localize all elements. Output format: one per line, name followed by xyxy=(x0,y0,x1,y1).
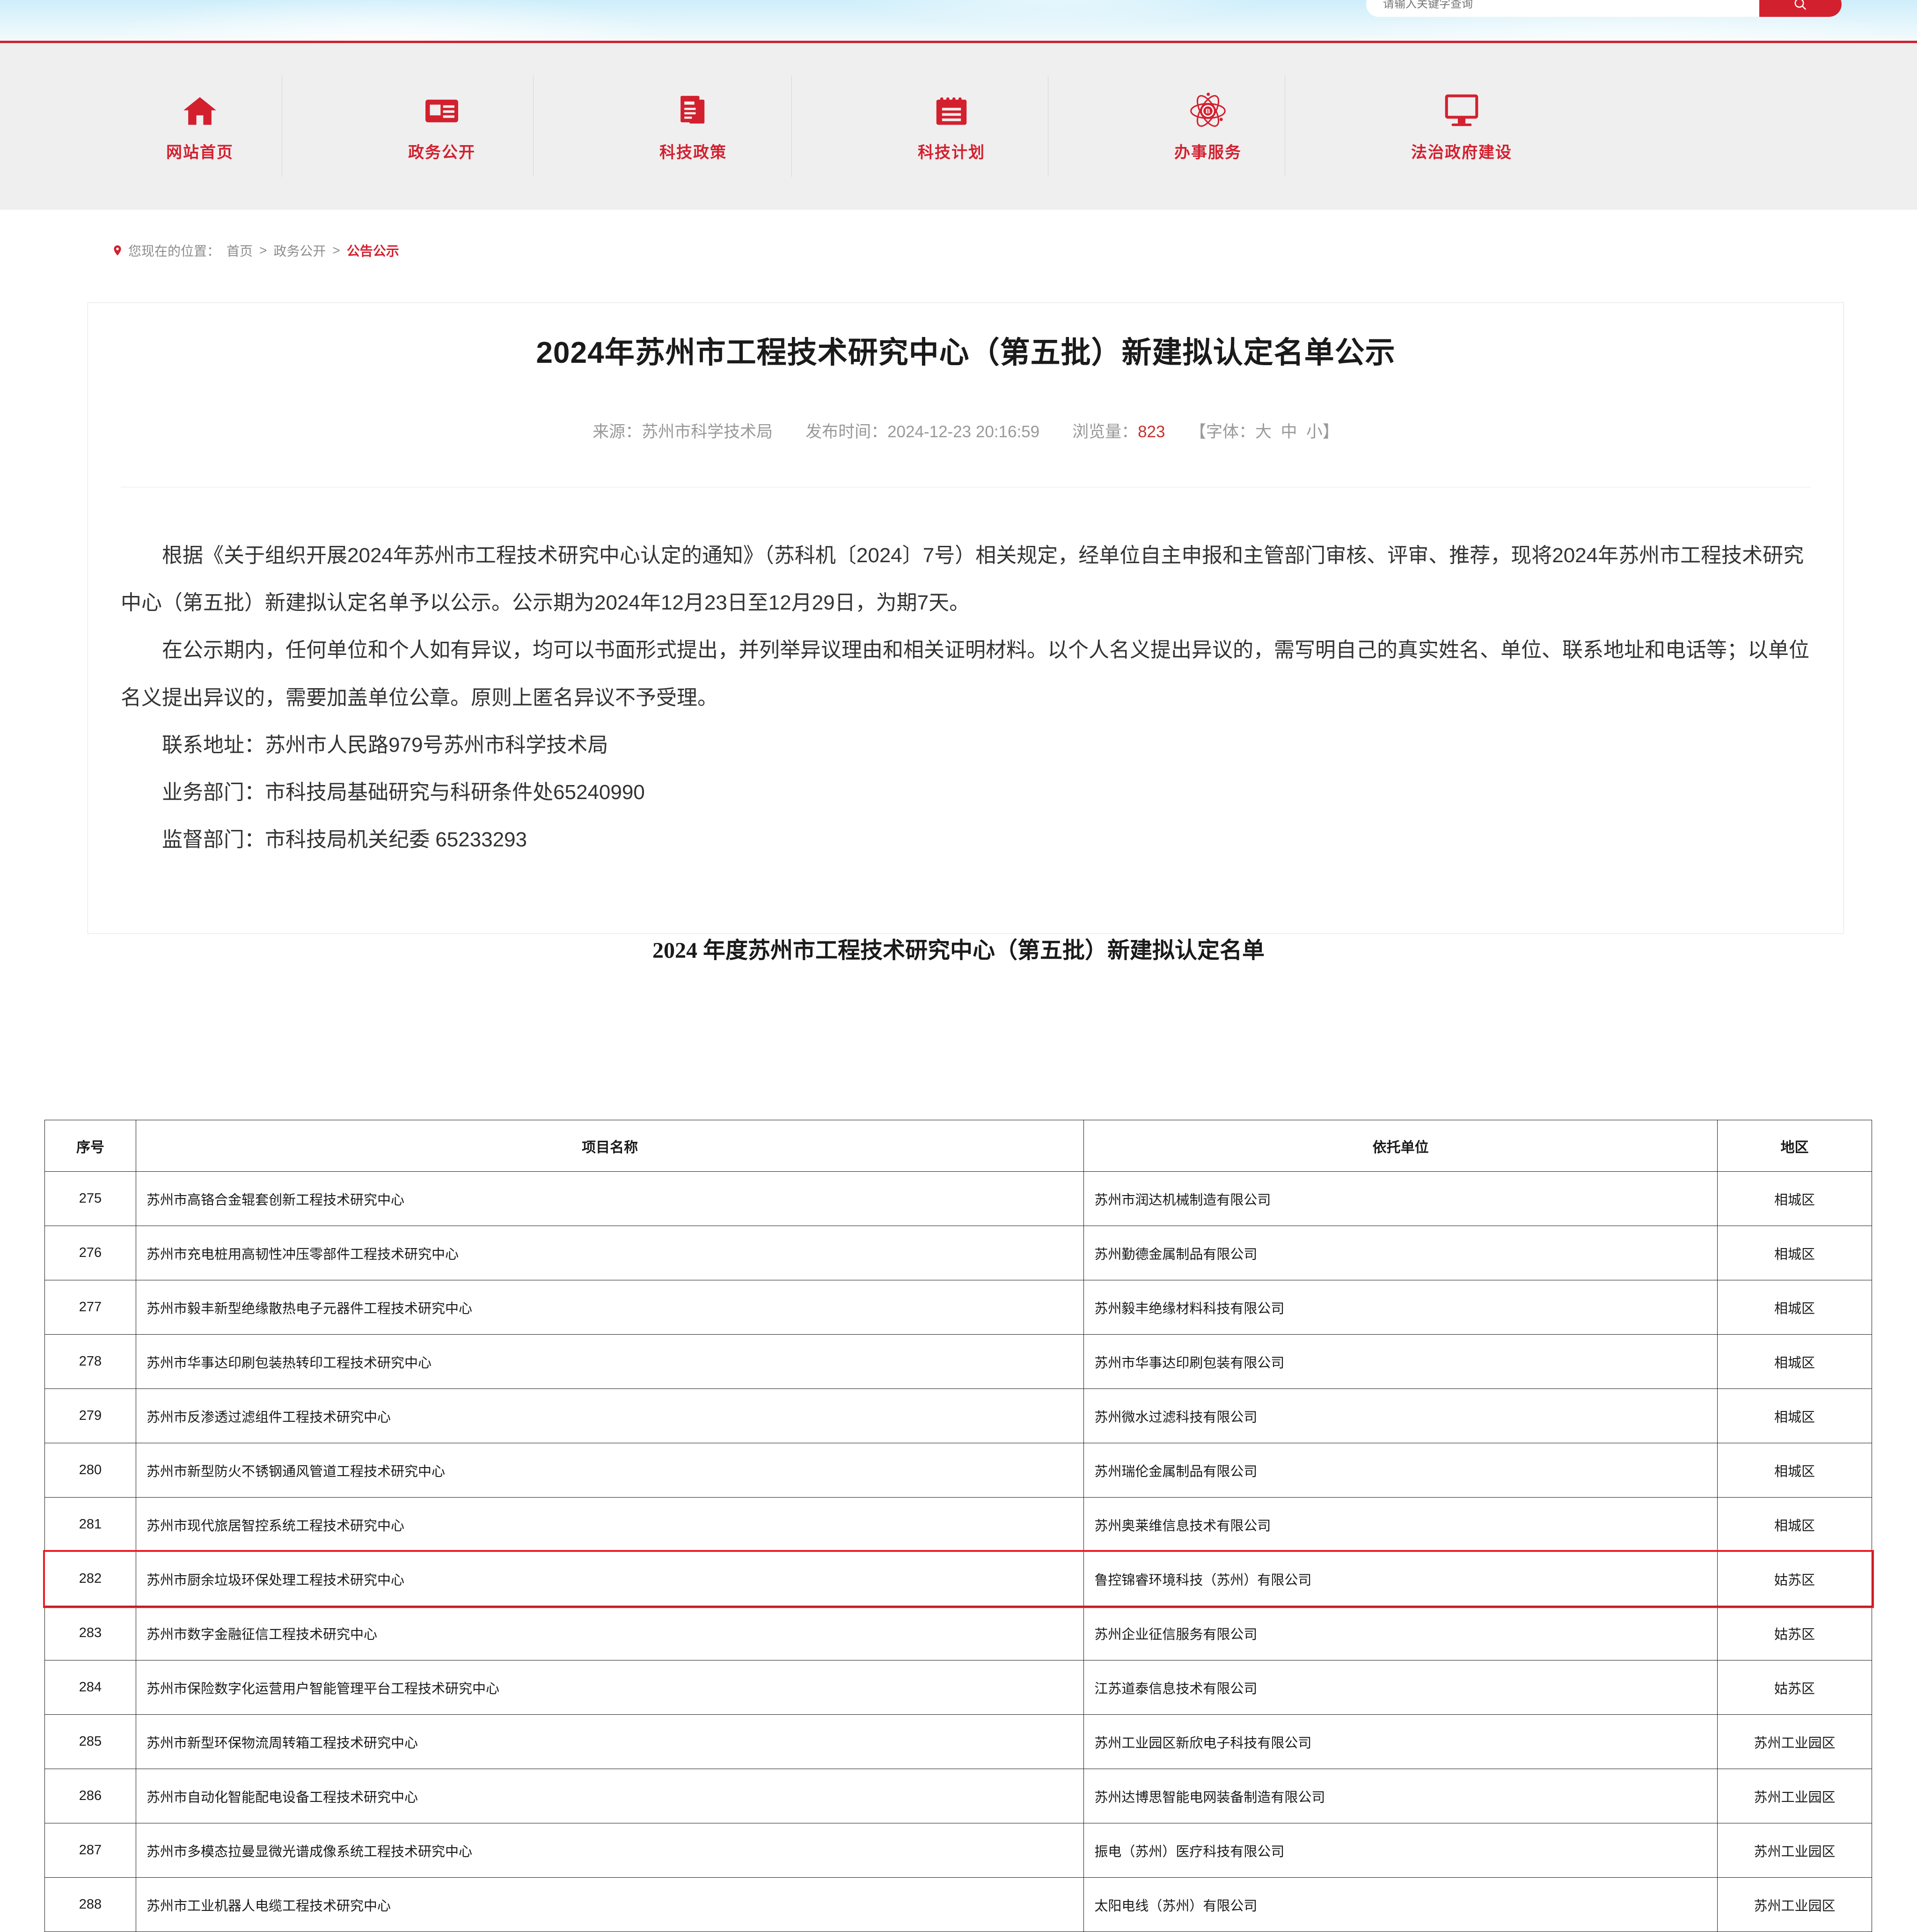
svg-text:B: B xyxy=(1206,107,1210,114)
